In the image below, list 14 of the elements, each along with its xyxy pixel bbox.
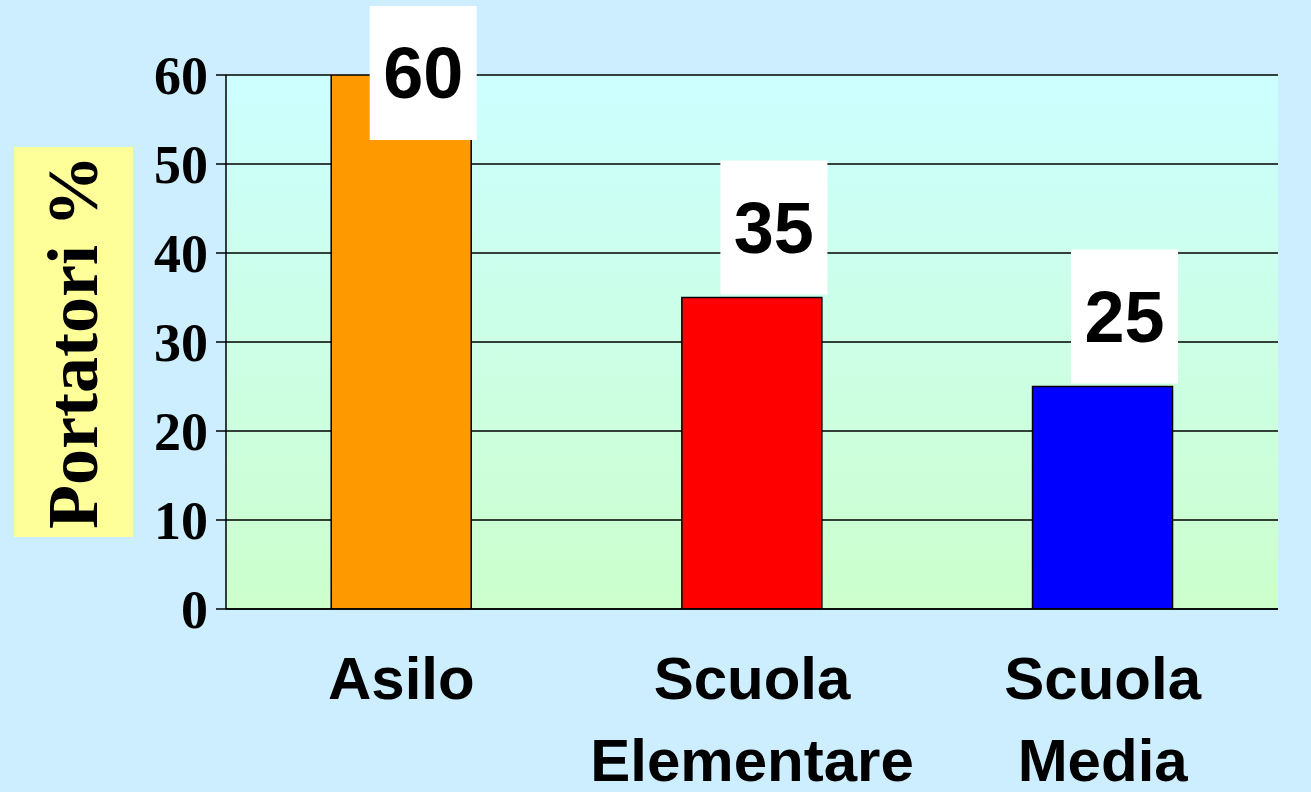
y-tick-label: 30 (154, 313, 208, 374)
y-axis-title: Portatori % (33, 155, 113, 529)
x-tick-label: Scuola Elementare (590, 645, 914, 792)
y-tick-label: 40 (154, 224, 208, 285)
x-tick-label: Scuola Media (1004, 645, 1202, 792)
data-label: 25 (1084, 276, 1165, 357)
y-tick-label: 0 (181, 580, 208, 641)
y-tick-label: 20 (154, 402, 208, 463)
y-tick-label: 60 (154, 46, 208, 107)
x-tick-label: Asilo (327, 645, 475, 712)
data-label: 60 (383, 33, 464, 113)
y-tick-label: 50 (154, 135, 208, 196)
y-tick-label: 10 (154, 491, 208, 552)
data-label: 35 (733, 187, 814, 268)
